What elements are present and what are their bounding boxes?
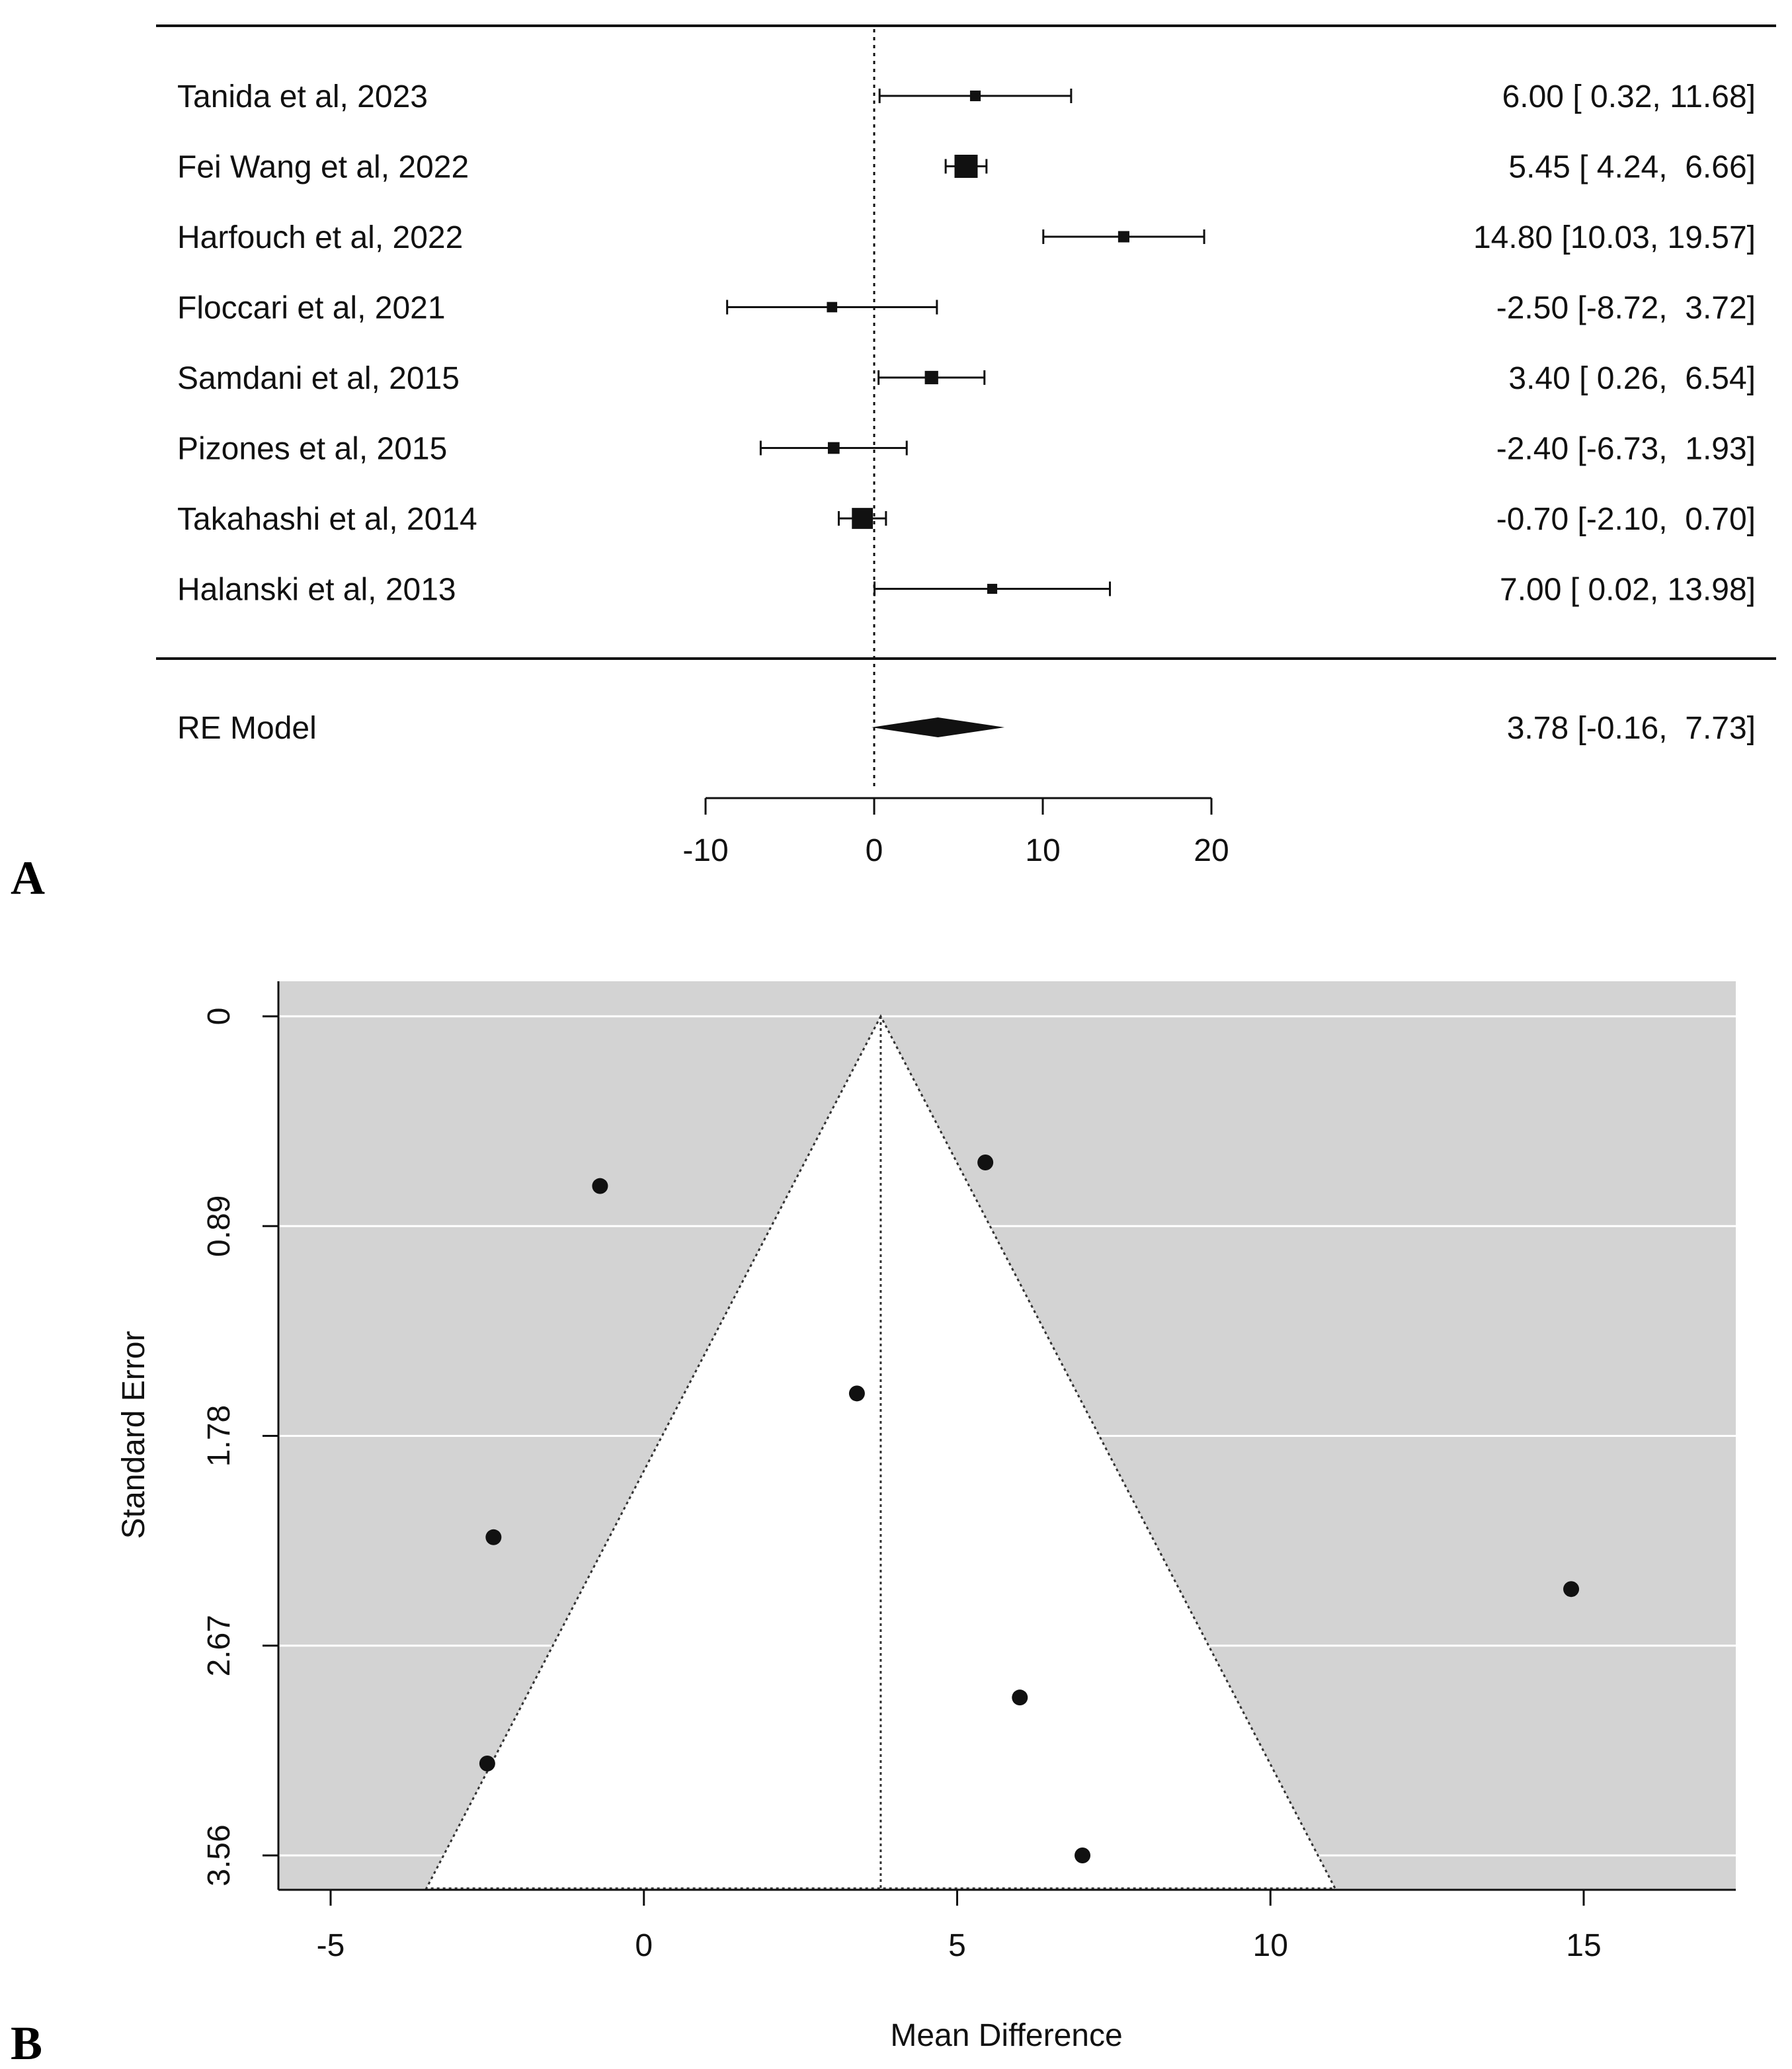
funnel-x-tick-label: 5 <box>948 1928 966 1963</box>
summary-label: RE Model <box>177 711 317 746</box>
effect-ci-text: 7.00 [ 0.02, 13.98] <box>1500 573 1756 608</box>
funnel-y-tick-label: 2.67 <box>202 1615 237 1676</box>
study-label: Samdani et al, 2015 <box>177 361 460 396</box>
forest-row: Tanida et al, 2023 6.00 [ 0.32, 11.68] <box>177 79 1756 114</box>
funnel-point <box>479 1755 495 1771</box>
forest-rows: Tanida et al, 2023 6.00 [ 0.32, 11.68] Fei… <box>177 79 1756 608</box>
study-label: Pizones et al, 2015 <box>177 432 447 467</box>
effect-ci-text: 14.80 [10.03, 19.57] <box>1473 220 1756 255</box>
funnel-y-tick-label: 0.89 <box>202 1196 237 1257</box>
funnel-x-tick-label: 0 <box>635 1928 653 1963</box>
forest-row: Pizones et al, 2015 -2.40 [-6.73, 1.93] <box>177 432 1756 467</box>
forest-x-axis: -10 0 10 20 <box>682 797 1229 868</box>
effect-square <box>827 442 840 454</box>
study-label: Harfouch et al, 2022 <box>177 220 463 255</box>
panel-label-b: B <box>11 2017 42 2069</box>
panel-label-a: A <box>11 852 45 905</box>
forest-summary: RE Model 3.78 [-0.16, 7.73] <box>177 711 1756 746</box>
study-label: Floccari et al, 2021 <box>177 291 446 326</box>
funnel-y-tick-label: 0 <box>202 1008 237 1026</box>
funnel-point <box>1563 1581 1580 1598</box>
funnel-y-label: Standard Error <box>116 1331 151 1539</box>
study-label: Halanski et al, 2013 <box>177 573 456 608</box>
study-label: Tanida et al, 2023 <box>177 79 428 114</box>
forest-tick-label: 0 <box>866 833 883 868</box>
forest-row: Takahashi et al, 2014 -0.70 [-2.10, 0.70] <box>177 502 1756 537</box>
funnel-points <box>479 1155 1580 1863</box>
forest-row: Fei Wang et al, 2022 5.45 [ 4.24, 6.66] <box>177 150 1756 185</box>
funnel-x-axis: -5 0 5 10 15 <box>278 1888 1736 1963</box>
effect-square <box>924 370 938 385</box>
funnel-x-tick-label: 15 <box>1566 1928 1601 1963</box>
forest-row: Harfouch et al, 2022 14.80 [10.03, 19.57] <box>177 220 1756 255</box>
funnel-y-axis: 0 0.89 1.78 2.67 3.56 <box>202 981 280 1890</box>
funnel-point <box>592 1178 608 1194</box>
forest-row: Floccari et al, 2021 -2.50 [-8.72, 3.72] <box>177 291 1756 326</box>
effect-square <box>852 508 874 529</box>
study-label: Takahashi et al, 2014 <box>177 502 477 537</box>
funnel-y-tick-label: 1.78 <box>202 1405 237 1467</box>
effect-square <box>1118 231 1129 243</box>
forest-tick-label: -10 <box>682 833 728 868</box>
summary-ci-text: 3.78 [-0.16, 7.73] <box>1507 711 1756 746</box>
effect-ci-text: -0.70 [-2.10, 0.70] <box>1496 502 1756 537</box>
effect-square <box>969 90 981 102</box>
funnel-point <box>977 1155 994 1171</box>
forest-row: Samdani et al, 2015 3.40 [ 0.26, 6.54] <box>177 361 1756 396</box>
effect-ci-text: 6.00 [ 0.32, 11.68] <box>1502 79 1756 114</box>
forest-tick-label: 10 <box>1025 833 1060 868</box>
effect-ci-text: -2.40 [-6.73, 1.93] <box>1496 432 1756 467</box>
effect-ci-text: 5.45 [ 4.24, 6.66] <box>1508 150 1756 185</box>
effect-square <box>954 155 978 178</box>
funnel-x-tick-label: -5 <box>317 1928 345 1963</box>
funnel-plot: -5 0 5 10 15 0 0.89 1.78 2.67 3.56 Mean Differen… <box>11 981 1736 2069</box>
funnel-point <box>485 1529 502 1545</box>
effect-square <box>827 302 838 313</box>
forest-row: Halanski et al, 2013 7.00 [ 0.02, 13.98] <box>177 573 1756 608</box>
effect-ci-text: 3.40 [ 0.26, 6.54] <box>1508 361 1756 396</box>
summary-diamond <box>871 717 1005 737</box>
forest-plot: Tanida et al, 2023 6.00 [ 0.32, 11.68] Fei… <box>11 24 1776 905</box>
funnel-point <box>848 1385 865 1402</box>
effect-ci-text: -2.50 [-8.72, 3.72] <box>1496 291 1756 326</box>
funnel-point <box>1075 1847 1090 1863</box>
funnel-x-tick-label: 10 <box>1253 1928 1288 1963</box>
effect-square <box>987 583 998 594</box>
funnel-x-label: Mean Difference <box>890 2018 1122 2053</box>
forest-tick-label: 20 <box>1194 833 1229 868</box>
funnel-point <box>1012 1689 1028 1706</box>
funnel-y-tick-label: 3.56 <box>202 1824 237 1886</box>
study-label: Fei Wang et al, 2022 <box>177 150 469 185</box>
